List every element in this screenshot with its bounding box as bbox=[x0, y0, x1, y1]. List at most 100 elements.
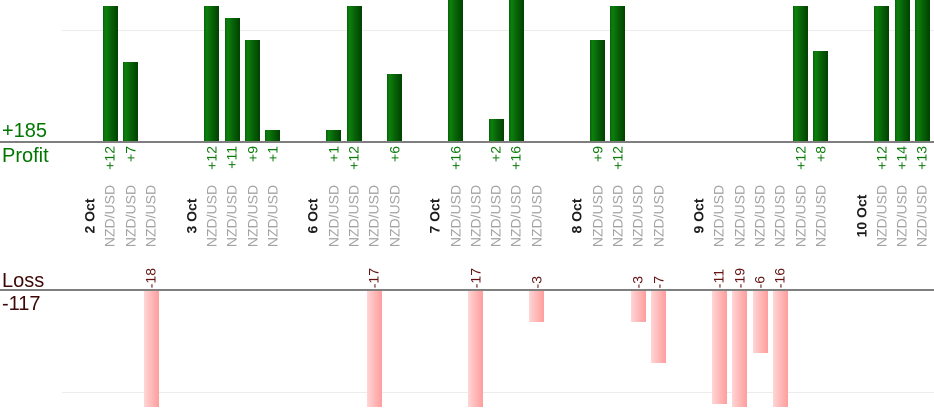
profit-bar bbox=[590, 40, 606, 141]
trade-value-label: +12 bbox=[609, 146, 626, 170]
trade-value-label: +8 bbox=[812, 146, 829, 162]
loss-bar bbox=[468, 291, 484, 407]
trade-value-label: +12 bbox=[792, 146, 809, 170]
loss-bar bbox=[143, 291, 159, 407]
loss-axis-title: Loss bbox=[2, 270, 45, 292]
loss-bar bbox=[732, 291, 748, 407]
instrument-label: NZD/USD bbox=[914, 184, 931, 248]
instrument-label: NZD/USD bbox=[650, 184, 667, 248]
trade-value-label: -11 bbox=[711, 268, 728, 288]
trade-value-label: +13 bbox=[914, 146, 931, 170]
profit-bar bbox=[914, 0, 930, 141]
trade-value-label: -16 bbox=[772, 267, 788, 288]
profit-bar bbox=[224, 17, 240, 141]
instrument-label: NZD/USD bbox=[122, 184, 139, 248]
trade-value-label: +9 bbox=[589, 146, 606, 162]
instrument-label: NZD/USD bbox=[325, 184, 342, 248]
loss-bar bbox=[630, 291, 646, 322]
profit-bar bbox=[874, 6, 890, 141]
instrument-label: NZD/USD bbox=[731, 184, 748, 248]
trade-value-label: -3 bbox=[528, 275, 545, 288]
profit-axis-title: Profit bbox=[2, 145, 49, 167]
trade-value-label: -6 bbox=[751, 275, 768, 288]
loss-gridline bbox=[62, 392, 934, 393]
profit-bar bbox=[488, 118, 504, 141]
date-label: 6 Oct bbox=[305, 198, 322, 234]
loss-bar bbox=[366, 291, 382, 407]
instrument-label: NZD/USD bbox=[487, 184, 504, 248]
profit-bar bbox=[793, 6, 809, 141]
trade-value-label: +16 bbox=[447, 146, 464, 170]
date-label: 10 Oct bbox=[853, 194, 870, 238]
profit-bar bbox=[448, 0, 464, 141]
trade-value-label: +7 bbox=[122, 146, 139, 162]
instrument-label: NZD/USD bbox=[792, 184, 809, 248]
profit-bar bbox=[346, 6, 362, 141]
trade-value-label: +16 bbox=[508, 146, 525, 170]
instrument-label: NZD/USD bbox=[142, 184, 159, 248]
instrument-label: NZD/USD bbox=[873, 184, 890, 248]
instrument-label: NZD/USD bbox=[609, 184, 626, 248]
instrument-label: NZD/USD bbox=[528, 184, 545, 248]
profit-bar bbox=[265, 129, 281, 141]
loss-bar bbox=[752, 291, 768, 353]
trade-value-label: +1 bbox=[325, 146, 342, 162]
trade-value-label: +12 bbox=[102, 146, 119, 170]
profit-gridline bbox=[62, 30, 934, 31]
instrument-label: NZD/USD bbox=[447, 184, 464, 248]
instrument-label: NZD/USD bbox=[508, 184, 525, 248]
trade-value-label: -7 bbox=[650, 275, 667, 288]
trade-value-label: -18 bbox=[142, 267, 159, 288]
profit-bar bbox=[326, 129, 342, 141]
profit-bar bbox=[102, 6, 118, 141]
trade-value-label: +12 bbox=[203, 146, 220, 170]
instrument-label: NZD/USD bbox=[751, 184, 768, 248]
instrument-label: NZD/USD bbox=[244, 184, 261, 248]
instrument-label: NZD/USD bbox=[772, 184, 788, 248]
date-label: 8 Oct bbox=[569, 198, 585, 234]
instrument-label: NZD/USD bbox=[812, 184, 829, 248]
profit-bar bbox=[387, 73, 403, 141]
trade-value-label: -19 bbox=[731, 267, 748, 288]
loss-total: -117 bbox=[2, 293, 41, 315]
instrument-label: NZD/USD bbox=[629, 184, 646, 248]
instrument-label: NZD/USD bbox=[345, 184, 362, 248]
date-label: 7 Oct bbox=[426, 198, 443, 234]
loss-axis-line bbox=[0, 289, 934, 291]
loss-bar bbox=[529, 291, 545, 322]
date-label: 2 Oct bbox=[81, 198, 98, 234]
trade-value-label: +9 bbox=[244, 146, 261, 162]
instrument-label: NZD/USD bbox=[893, 184, 910, 248]
trade-value-label: +11 bbox=[223, 146, 240, 169]
date-label: 9 Oct bbox=[690, 198, 707, 234]
profit-bar bbox=[204, 6, 220, 141]
instrument-label: NZD/USD bbox=[386, 184, 403, 248]
instrument-label: NZD/USD bbox=[589, 184, 606, 248]
profit-bar bbox=[610, 6, 626, 141]
trade-value-label: +2 bbox=[487, 146, 504, 162]
loss-bar bbox=[772, 291, 788, 407]
trade-value-label: +14 bbox=[893, 146, 910, 170]
trade-value-label: -17 bbox=[366, 267, 382, 288]
profit-total: +185 bbox=[2, 120, 48, 142]
profit-bar bbox=[813, 51, 829, 141]
profit-bar bbox=[123, 62, 139, 141]
profit-bar bbox=[245, 40, 261, 141]
trade-value-label: -17 bbox=[467, 267, 484, 288]
date-label: 3 Oct bbox=[183, 198, 200, 234]
profit-bar bbox=[508, 0, 524, 141]
profit-bar bbox=[894, 0, 910, 141]
instrument-label: NZD/USD bbox=[467, 184, 484, 248]
trade-value-label: +1 bbox=[264, 146, 281, 162]
instrument-label: NZD/USD bbox=[711, 184, 728, 248]
instrument-label: NZD/USD bbox=[223, 184, 240, 248]
instrument-label: NZD/USD bbox=[203, 184, 220, 248]
instrument-label: NZD/USD bbox=[264, 184, 281, 248]
loss-bar bbox=[651, 291, 667, 364]
instrument-label: NZD/USD bbox=[102, 184, 119, 248]
trade-value-label: -3 bbox=[629, 275, 646, 288]
profit-axis-line bbox=[0, 141, 934, 143]
loss-bar bbox=[711, 291, 727, 405]
trade-value-label: +6 bbox=[386, 146, 403, 162]
